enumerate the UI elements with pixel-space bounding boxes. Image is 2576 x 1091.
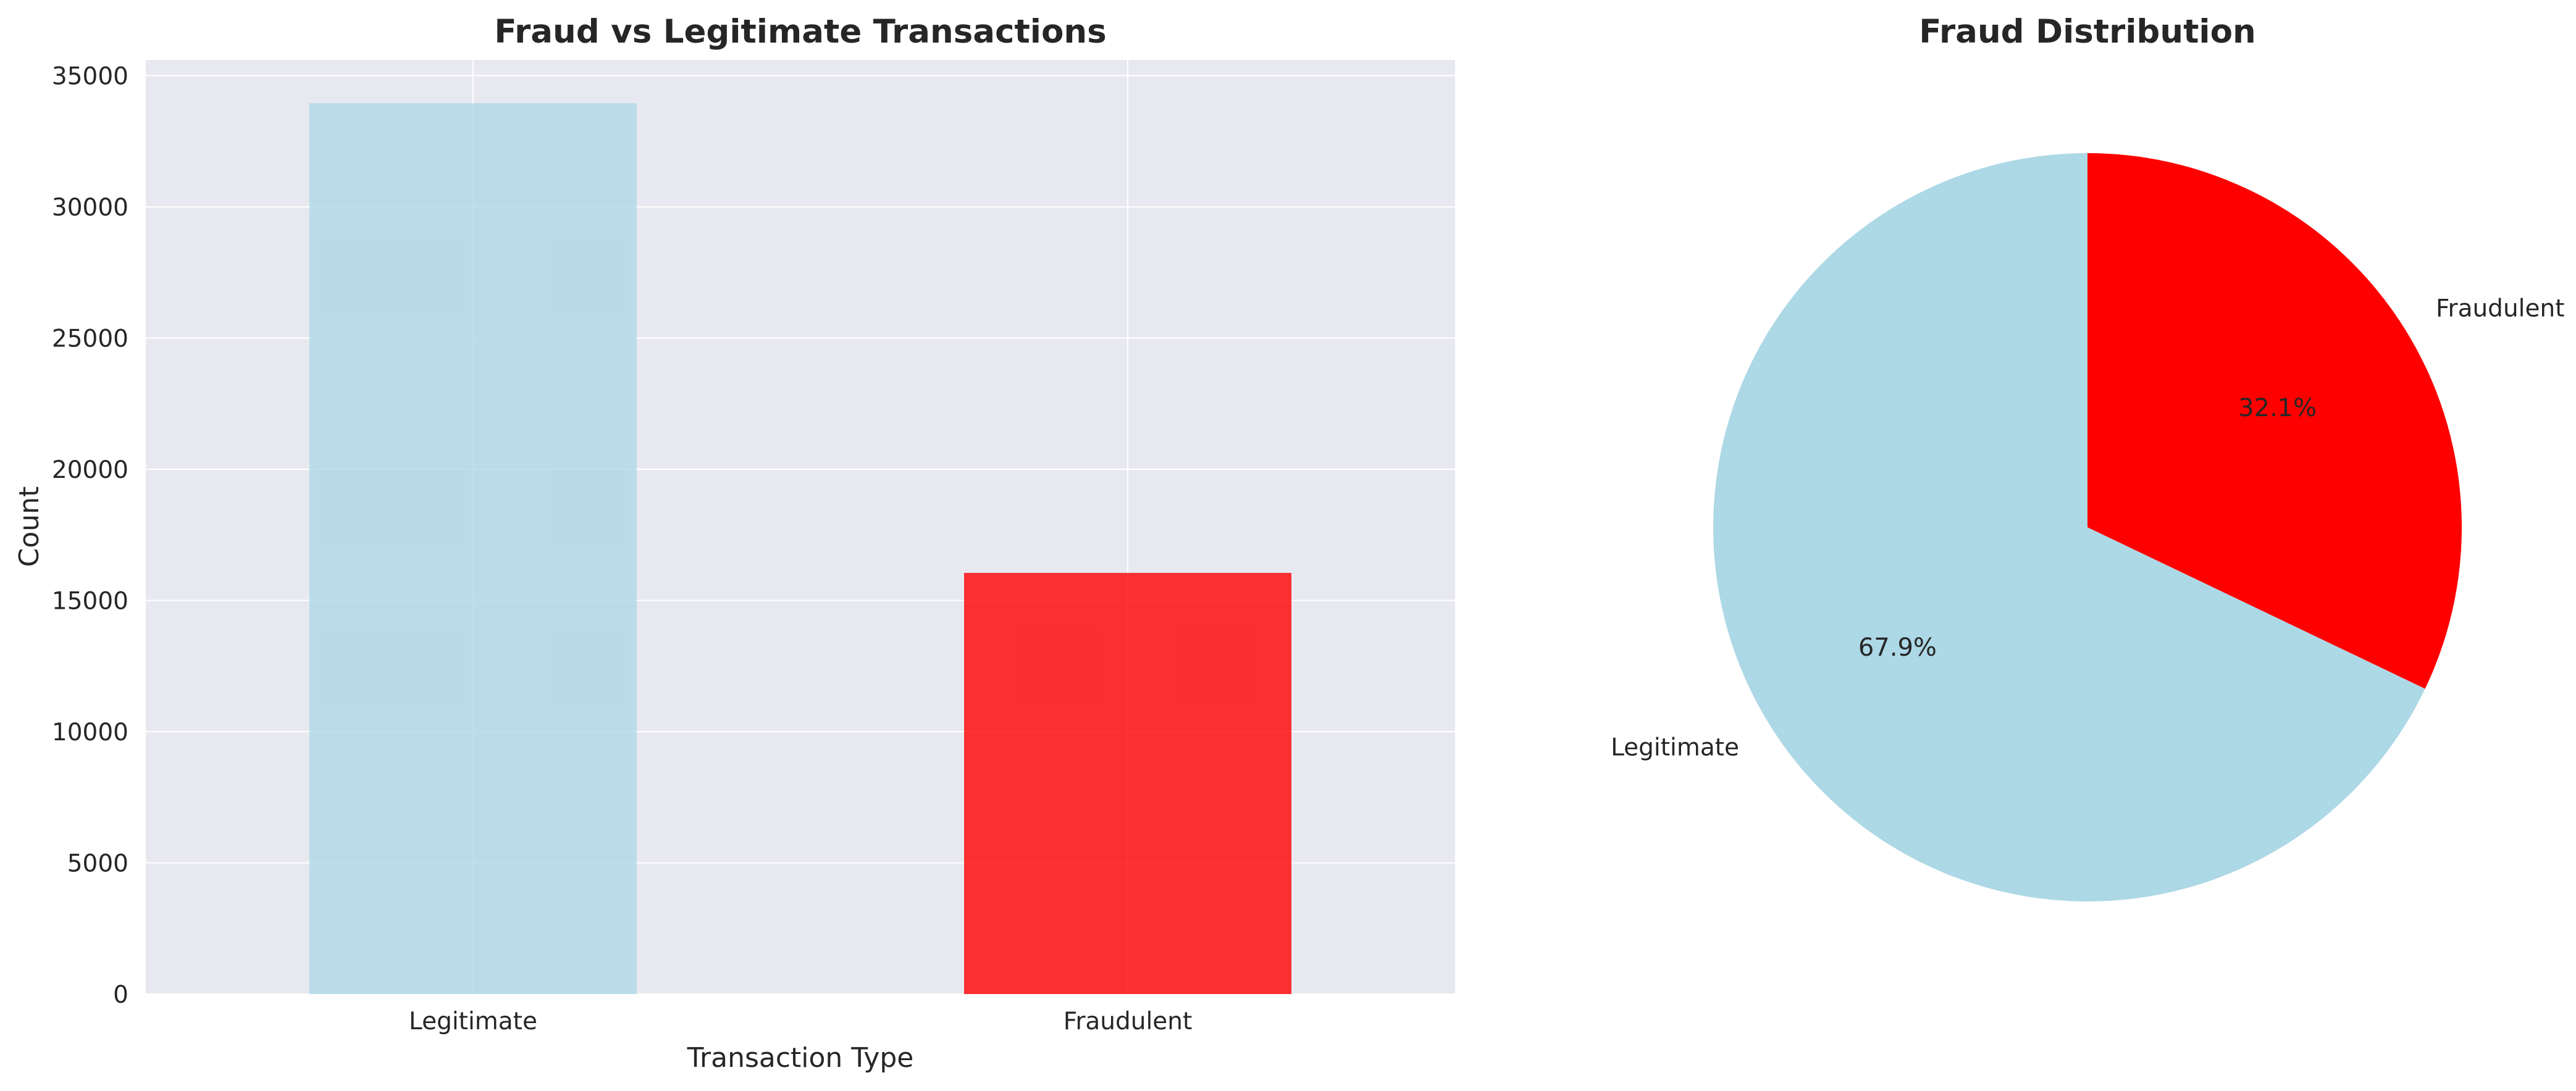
y-tick-label: 35000 <box>52 63 128 91</box>
pie-label-fraudulent: Fraudulent <box>2436 295 2565 323</box>
y-tick-label: 15000 <box>52 588 128 616</box>
bar-marks <box>309 103 1291 994</box>
pie-label-legitimate: Legitimate <box>1611 734 1739 761</box>
x-tick-label: Fraudulent <box>1064 1008 1193 1035</box>
pie-slice-legitimate <box>1713 153 2425 901</box>
pie-labels: Legitimate 67.9% Fraudulent 32.1% <box>1611 295 2564 762</box>
x-tick-labels: Legitimate Fraudulent <box>409 1008 1192 1035</box>
pie-pct-label-fraudulent: 32.1% <box>2238 394 2317 422</box>
y-tick-label: 20000 <box>52 456 128 484</box>
y-tick-labels: 0 5000 10000 15000 20000 25000 30000 35000 <box>52 63 128 1009</box>
pie-slice-fraudulent <box>2087 153 2462 689</box>
pie-chart: Legitimate 67.9% Fraudulent 32.1% Fraud Dis… <box>1611 13 2565 901</box>
x-tick-label: Legitimate <box>409 1008 537 1035</box>
y-tick-label: 5000 <box>67 850 128 878</box>
pie-chart-title: Fraud Distribution <box>1919 13 2256 51</box>
y-axis-label: Count <box>14 487 45 567</box>
pie-slices <box>1713 153 2462 901</box>
y-tick-label: 30000 <box>52 194 128 222</box>
bar-legitimate <box>309 103 637 994</box>
x-axis-label: Transaction Type <box>687 1042 914 1074</box>
bar-chart-title: Fraud vs Legitimate Transactions <box>494 13 1106 51</box>
y-tick-label: 10000 <box>52 719 128 746</box>
pie-pct-label-legitimate: 67.9% <box>1858 633 1937 662</box>
bar-chart: 0 5000 10000 15000 20000 25000 30000 35000 Legi… <box>14 13 1455 1074</box>
y-tick-label: 0 <box>113 981 128 1009</box>
y-tick-label: 25000 <box>52 325 128 353</box>
bar-fraudulent <box>964 572 1291 994</box>
